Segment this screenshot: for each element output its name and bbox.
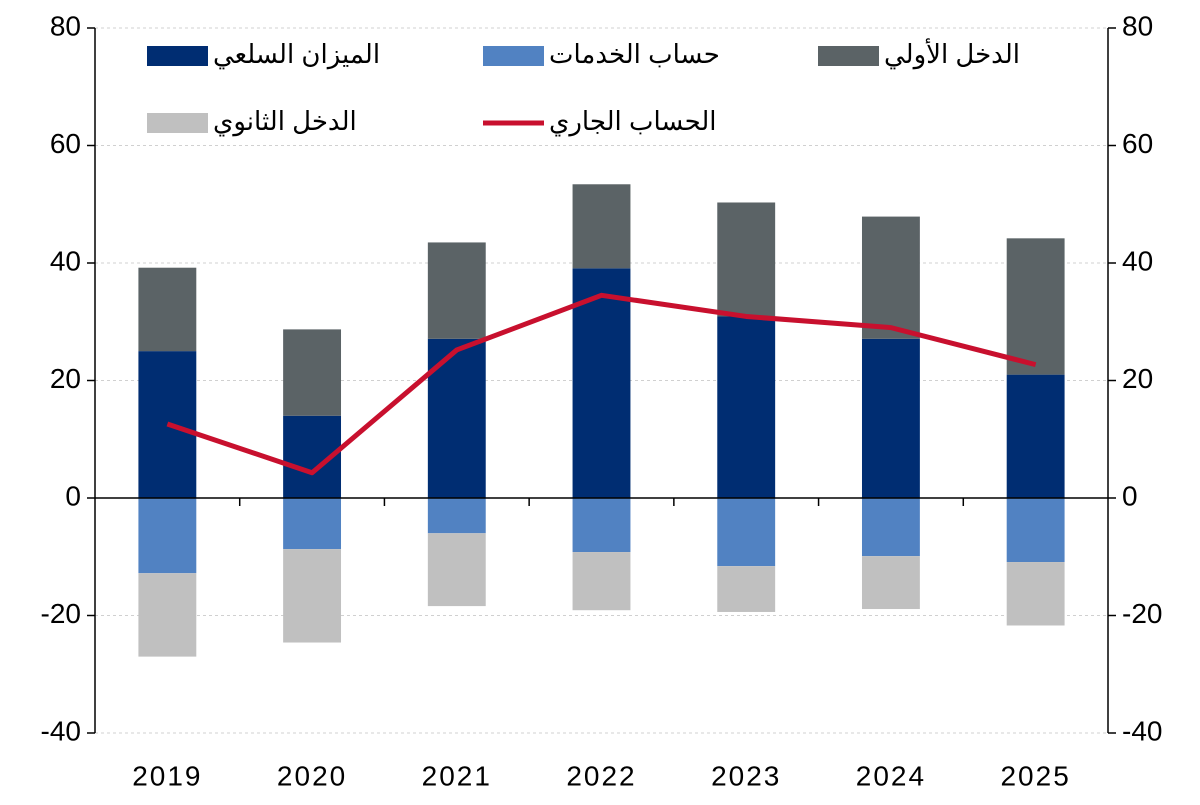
bar	[861, 216, 920, 339]
y-tick-label: 80	[50, 10, 81, 41]
bar	[138, 267, 197, 352]
bar	[572, 184, 631, 269]
bar	[572, 552, 631, 611]
bar	[427, 533, 486, 607]
y-tick-label: -20	[41, 598, 81, 629]
bar	[717, 498, 776, 567]
legend-label: الدخل الثانوي	[213, 106, 357, 137]
bar	[572, 268, 631, 498]
y2-tick-label: 60	[1122, 128, 1153, 159]
bar	[427, 498, 486, 534]
bar	[861, 498, 920, 557]
y2-tick-label: 40	[1122, 245, 1153, 276]
bar	[861, 556, 920, 610]
bar	[283, 329, 342, 416]
legend-label: الميزان السلعي	[213, 39, 380, 70]
legend-swatch	[483, 46, 544, 66]
y2-tick-label: -40	[1122, 715, 1162, 746]
x-tick-label: 2024	[856, 760, 926, 791]
bar	[717, 566, 776, 612]
bar	[717, 202, 776, 317]
legend-label: حساب الخدمات	[549, 39, 720, 69]
y-tick-label: -40	[41, 715, 81, 746]
legend-swatch	[818, 46, 879, 66]
y-tick-label: 60	[50, 128, 81, 159]
line	[166, 292, 1037, 476]
bar	[138, 498, 197, 574]
legend-label: الحساب الجاري	[549, 106, 717, 136]
y2-tick-label: 0	[1122, 480, 1138, 511]
x-tick-label: 2022	[566, 760, 636, 791]
x-tick-label: 2025	[1000, 760, 1070, 791]
y2-tick-label: -20	[1122, 598, 1162, 629]
bar	[861, 338, 920, 498]
bar	[1006, 562, 1065, 626]
y-tick-label: 40	[50, 245, 81, 276]
y-tick-label: 20	[50, 363, 81, 394]
bar	[1006, 374, 1065, 498]
y-tick-label: 0	[65, 480, 81, 511]
bar	[427, 338, 486, 498]
bar	[138, 573, 197, 657]
legend-label: الدخل الأولي	[884, 37, 1020, 70]
bar	[1006, 238, 1065, 375]
y2-tick-label: 80	[1122, 10, 1153, 41]
x-tick-label: 2019	[132, 760, 202, 791]
bar	[283, 549, 342, 643]
y2-tick-label: 20	[1122, 363, 1153, 394]
legend-swatch	[147, 46, 208, 66]
bar	[1006, 498, 1065, 563]
bar	[283, 498, 342, 550]
bar	[572, 498, 631, 553]
x-tick-label: 2021	[422, 760, 492, 791]
x-tick-label: 2020	[277, 760, 347, 791]
x-tick-label: 2023	[711, 760, 781, 791]
bar	[717, 316, 776, 498]
bar	[427, 242, 486, 339]
legend-swatch	[147, 113, 208, 133]
